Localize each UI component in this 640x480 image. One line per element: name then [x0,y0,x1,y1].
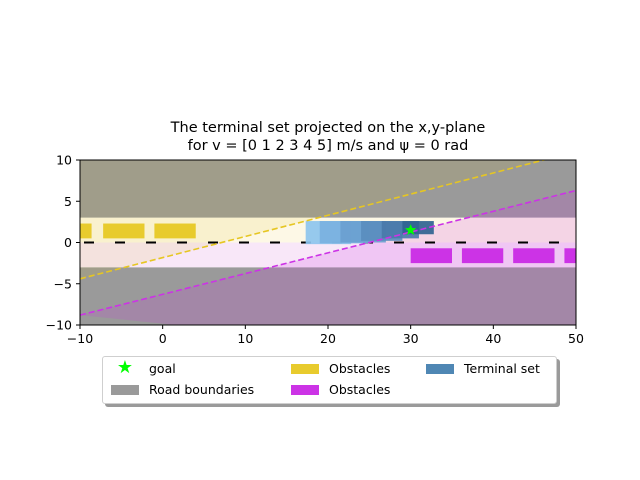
legend: ★ goal Road boundaries Obstacles Obstacle… [102,356,557,404]
magenta-obstacle-3 [564,248,576,264]
x-tick-label-3: 20 [320,331,336,346]
road-boundary-1 [80,267,576,325]
legend-label-road-boundaries: Road boundaries [149,382,255,397]
legend-label-obstacles-magenta: Obstacles [329,382,391,397]
chart-title-line1: The terminal set projected on the x,y-pl… [170,120,486,136]
legend-label-goal: goal [149,361,176,376]
road-boundaries-swatch [111,385,139,395]
magenta-obstacle-1 [461,248,504,264]
y-tick-label-1: 5 [64,194,72,209]
x-tick-label-5: 40 [485,331,501,346]
chart-title-line2: for v = [0 1 2 3 4 5] m/s and ψ = 0 rad [187,138,469,154]
goal-star-icon: ★ [116,357,134,378]
y-tick-label-0: 10 [56,153,72,168]
legend-label-obstacles-yellow: Obstacles [329,361,391,376]
x-tick-label-1: 0 [159,331,167,346]
legend-item-obstacles-yellow: Obstacles [291,360,390,378]
obstacles-yellow-swatch [291,364,319,374]
legend-item-goal: ★ goal [111,357,176,378]
y-tick-label-4: −10 [46,318,72,333]
legend-item-terminal-set: Terminal set [426,360,540,378]
yellow-constraint-line [80,160,548,280]
yellow-obstacle-1 [103,223,145,239]
x-tick-label-6: 50 [568,331,584,346]
magenta-obstacle-0 [410,248,452,264]
yellow-obstacle-2 [154,223,196,239]
magenta-constraint-region [80,190,576,325]
road-boundary-0 [80,160,576,218]
x-tick-label-2: 10 [237,331,253,346]
magenta-obstacle-2 [513,248,555,264]
obstacles-magenta-swatch [291,385,319,395]
legend-label-terminal-set: Terminal set [464,361,540,376]
y-tick-label-3: −5 [54,276,72,291]
legend-item-obstacles-magenta: Obstacles [291,381,390,399]
x-tick-label-4: 30 [403,331,419,346]
y-tick-label-2: 0 [64,235,72,250]
legend-item-road-boundaries: Road boundaries [111,381,254,399]
x-tick-label-0: −10 [67,331,93,346]
magenta-constraint-line [80,189,576,316]
terminal-set-swatch [426,364,454,374]
goal-marker [405,224,417,235]
yellow-obstacle-0 [80,223,92,239]
